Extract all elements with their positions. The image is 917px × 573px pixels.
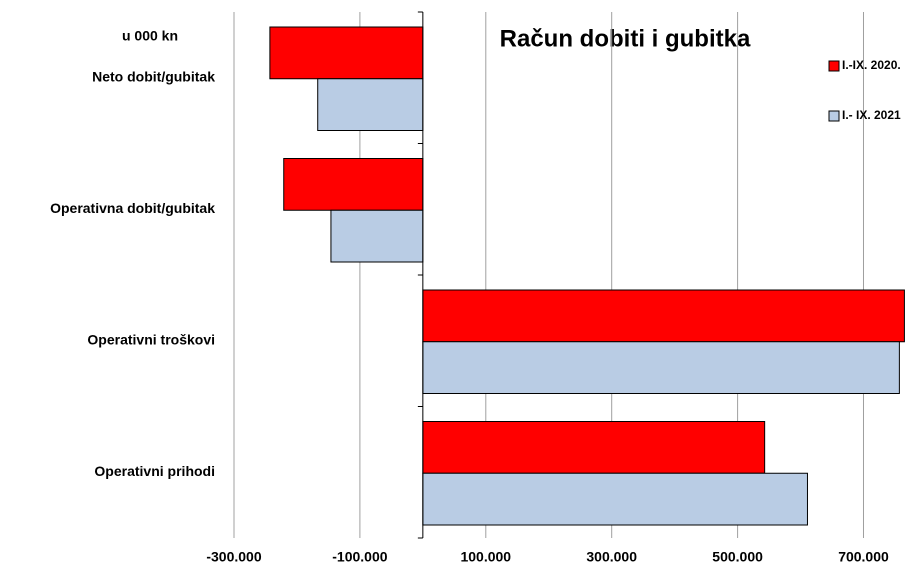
legend-swatch [828, 110, 840, 122]
chart-title: Račun dobiti i gubitka [500, 25, 751, 52]
x-tick-label: 700.000 [838, 549, 889, 565]
bar [330, 209, 424, 263]
x-tick-label: -100.000 [332, 549, 387, 565]
y-tick-label: Neto dobit/gubitak [92, 68, 215, 84]
bar [283, 158, 424, 211]
x-tick-label: 100.000 [460, 549, 511, 565]
x-tick-label: 300.000 [586, 549, 637, 565]
x-tick-label: -300.000 [206, 549, 261, 565]
bar [317, 78, 424, 131]
annotation: u 000 kn [122, 28, 178, 44]
bar [422, 289, 905, 343]
bar [422, 421, 766, 474]
y-tick-label: Operativna dobit/gubitak [50, 200, 215, 216]
y-tick-label: Operativni troškovi [87, 331, 215, 347]
y-tick-label: Operativni prihodi [94, 463, 215, 479]
bar [422, 341, 900, 394]
legend-swatch [828, 60, 840, 72]
bar [422, 472, 808, 526]
legend-label: I.-IX. 2020. [842, 58, 901, 72]
bar [269, 26, 424, 80]
legend-label: I.- IX. 2021 [842, 108, 901, 122]
x-tick-label: 500.000 [712, 549, 763, 565]
